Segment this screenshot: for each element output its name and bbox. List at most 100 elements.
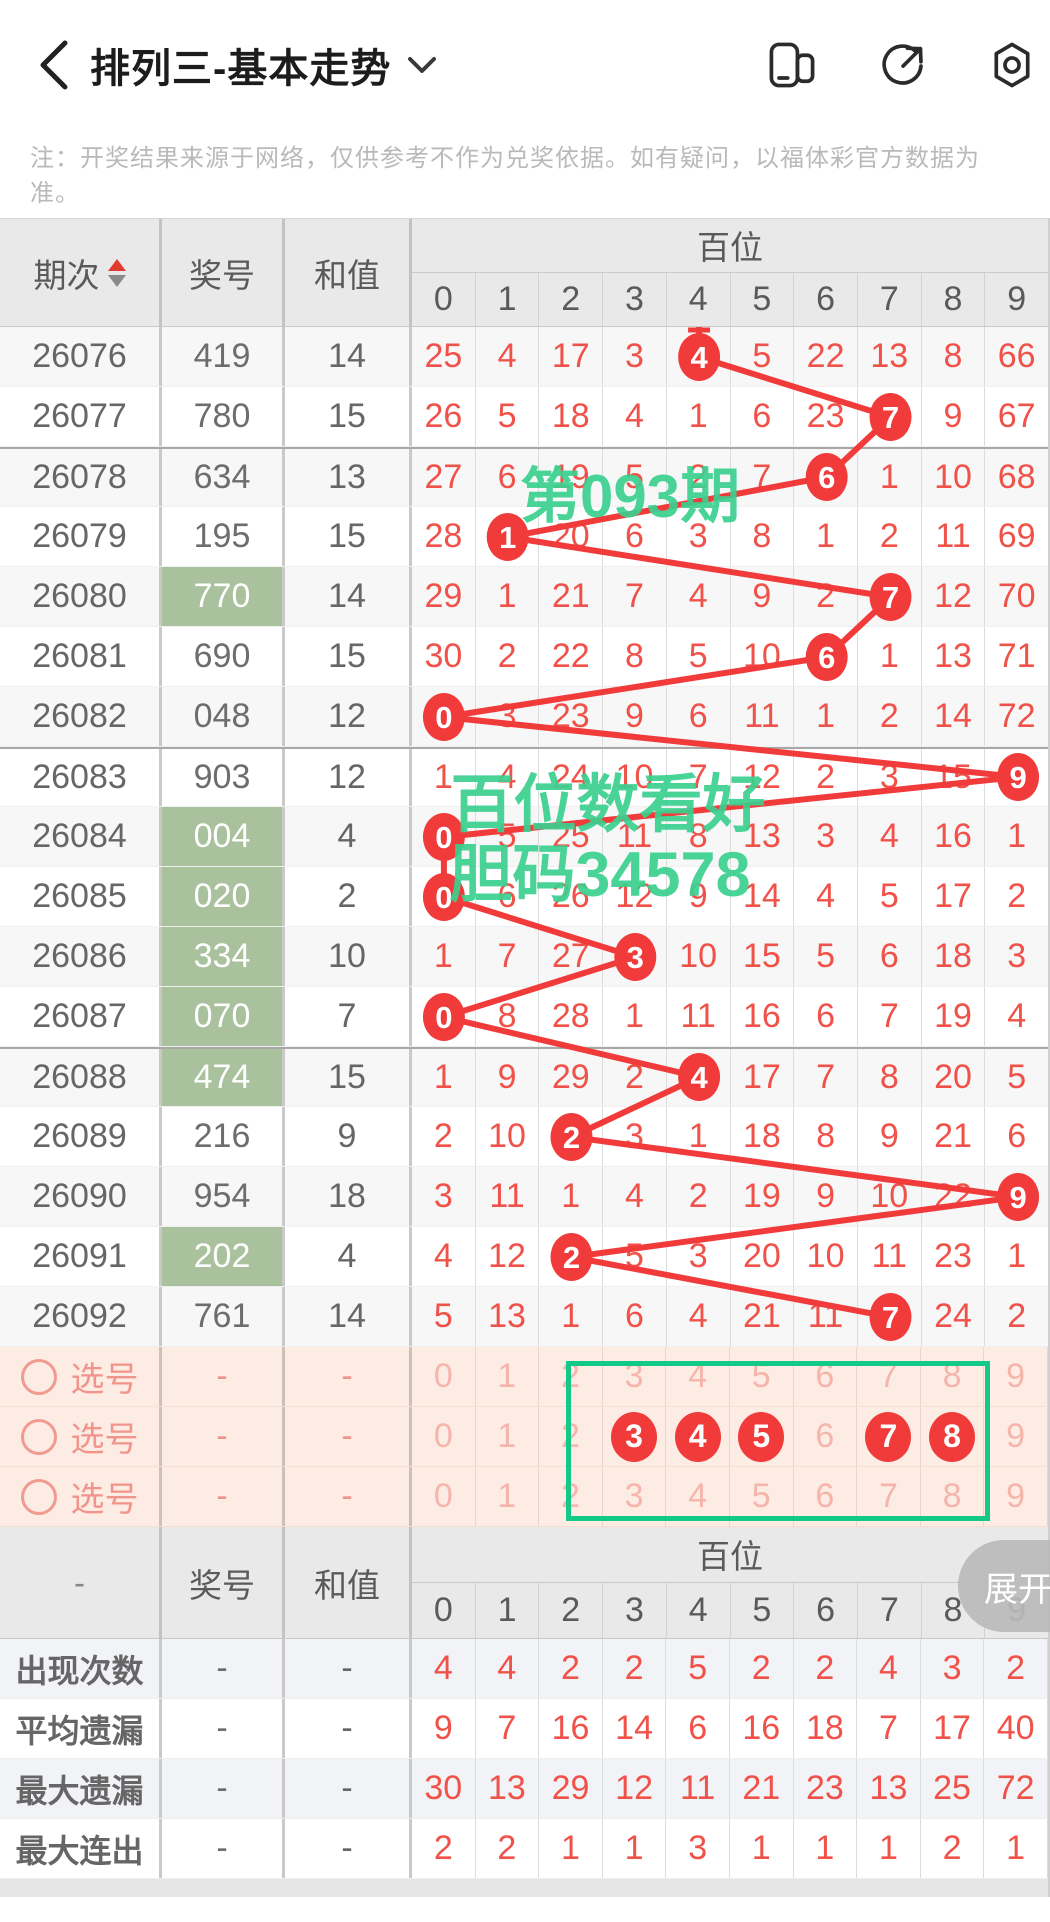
- digit-cell: 5: [731, 327, 795, 386]
- selection-digit-cell[interactable]: 6: [794, 1467, 858, 1526]
- digit-cell: 8: [922, 327, 986, 386]
- digit-cell: 4: [603, 387, 667, 446]
- selection-digit-cell[interactable]: 8: [921, 1347, 985, 1406]
- selection-digit-cell[interactable]: 7: [857, 1407, 921, 1466]
- selection-digit-cell[interactable]: 2: [539, 1347, 603, 1406]
- selection-digit-cell[interactable]: 6: [794, 1407, 858, 1466]
- digit-header[interactable]: 1: [476, 272, 540, 326]
- stats-dash: -: [285, 1639, 412, 1698]
- selection-label-cell[interactable]: 选号: [0, 1467, 162, 1526]
- digit-cell: 19: [539, 449, 604, 506]
- stats-value-cell: 2: [794, 1639, 858, 1698]
- selected-digit-circle[interactable]: 7: [865, 1411, 912, 1462]
- period-cell: 26087: [0, 987, 162, 1046]
- selection-digit-cell[interactable]: 4: [666, 1467, 730, 1526]
- title-dropdown[interactable]: 排列三-基本走势: [90, 36, 439, 94]
- selected-digit-circle[interactable]: 4: [674, 1411, 721, 1462]
- selection-digit-cell[interactable]: 9: [984, 1407, 1048, 1466]
- share-button[interactable]: [876, 39, 928, 91]
- digit-cell: 1: [858, 449, 922, 506]
- selection-digit-cell[interactable]: 7: [857, 1467, 921, 1526]
- selection-digit-cell[interactable]: 9: [984, 1467, 1048, 1526]
- digit-cell: 2: [794, 749, 858, 806]
- split-screen-button[interactable]: [766, 39, 818, 91]
- digit-cell: 8: [603, 627, 667, 686]
- selection-digit-cell[interactable]: 4: [666, 1407, 730, 1466]
- selection-digit-cell[interactable]: 1: [476, 1407, 540, 1466]
- selection-ring-icon[interactable]: [20, 1418, 57, 1455]
- selection-digit-cell[interactable]: 3: [603, 1407, 667, 1466]
- stats-value-cell: 2: [921, 1819, 985, 1878]
- selected-digit-circle[interactable]: 5: [738, 1411, 785, 1462]
- selection-digit-cell[interactable]: 0: [412, 1407, 476, 1466]
- digit-header[interactable]: 8: [922, 272, 986, 326]
- prize-number-cell: 070: [162, 987, 285, 1046]
- digit-cell: 8: [667, 807, 731, 866]
- digit-header[interactable]: 6: [794, 272, 858, 326]
- selection-ring-icon[interactable]: [20, 1478, 57, 1515]
- selection-ring-icon[interactable]: [20, 1358, 57, 1395]
- selection-digit-cell[interactable]: 6: [794, 1347, 858, 1406]
- digit-cell: 22: [539, 627, 604, 686]
- selection-digit-cell[interactable]: 2: [539, 1407, 603, 1466]
- digit-cell: 27: [539, 927, 604, 986]
- selection-label-cell[interactable]: 选号: [0, 1347, 162, 1406]
- settings-button[interactable]: [986, 39, 1038, 91]
- digit-header[interactable]: 4: [667, 272, 731, 326]
- stats-header-sum: 和值: [285, 1527, 412, 1638]
- digit-header[interactable]: 9: [1007, 279, 1027, 318]
- selection-row[interactable]: 选号 - -0 1 2 3 4 5 6 7 8 9: [0, 1407, 1048, 1467]
- digit-header[interactable]: 7: [858, 272, 922, 326]
- sum-cell: 7: [285, 987, 412, 1046]
- selection-digit-cell[interactable]: 5: [730, 1347, 794, 1406]
- expand-button[interactable]: 展开: [958, 1540, 1050, 1632]
- digit-header[interactable]: 0: [412, 272, 476, 326]
- selection-digit-cell[interactable]: 4: [666, 1347, 730, 1406]
- digit-cell: 6: [476, 867, 540, 926]
- table-row: 26081 690 15 30 2 22 8 5 10 1 13 71: [0, 627, 1048, 687]
- digit-cell: 3: [667, 507, 731, 566]
- selection-digit-cell[interactable]: 8: [921, 1407, 985, 1466]
- selection-digit-cell[interactable]: 1: [476, 1467, 540, 1526]
- digit-cell: 70: [997, 577, 1036, 615]
- selection-label-cell[interactable]: 选号: [0, 1407, 162, 1466]
- selection-digit-cell[interactable]: 5: [730, 1467, 794, 1526]
- selection-sum-cell: -: [285, 1347, 412, 1406]
- sum-cell: 10: [285, 927, 412, 986]
- digit-cell: 3: [858, 749, 922, 806]
- selected-digit-circle[interactable]: 8: [929, 1411, 976, 1462]
- digit-header: 5: [731, 1582, 795, 1638]
- back-button[interactable]: [20, 30, 90, 100]
- selection-row[interactable]: 选号 - -0 1 2 3 4 5 6 7 8 9: [0, 1347, 1048, 1407]
- selection-digit-cell[interactable]: 3: [603, 1467, 667, 1526]
- selection-digit-cell[interactable]: 7: [857, 1347, 921, 1406]
- stats-dash: -: [285, 1819, 412, 1878]
- table-row: 26083 903 12 1 4 24 10 7 12 2 3 15: [0, 747, 1048, 807]
- selection-digit-cell[interactable]: 9: [984, 1347, 1048, 1406]
- digit-cell: 13: [731, 807, 795, 866]
- digit-cell: 20: [731, 1227, 795, 1286]
- digit-cell: 24: [922, 1287, 986, 1346]
- column-header-period[interactable]: 期次: [0, 219, 162, 326]
- selection-digit-cell[interactable]: 2: [539, 1467, 603, 1526]
- selection-row[interactable]: 选号 - -0 1 2 3 4 5 6 7 8 9: [0, 1467, 1048, 1527]
- digit-header[interactable]: 3: [603, 272, 667, 326]
- selection-digit-cell[interactable]: 3: [603, 1347, 667, 1406]
- share-icon: [882, 44, 923, 85]
- selected-digit-circle[interactable]: 3: [611, 1411, 658, 1462]
- digit-cell: [476, 507, 540, 566]
- digit-cell: 7: [731, 449, 795, 506]
- stats-label: 平均遗漏: [0, 1699, 162, 1758]
- digit-cell: 19: [731, 1167, 795, 1226]
- selection-digit-cell[interactable]: 5: [730, 1407, 794, 1466]
- digit-cell: 4: [1007, 997, 1027, 1035]
- digit-header[interactable]: 2: [539, 272, 604, 326]
- stats-value-cell: 2: [730, 1639, 794, 1698]
- selection-digit-cell[interactable]: 1: [476, 1347, 540, 1406]
- digit-cell: 3: [667, 1227, 731, 1286]
- selection-digit-cell[interactable]: 0: [412, 1347, 476, 1406]
- digit-header[interactable]: 5: [731, 272, 795, 326]
- selection-digit-cell[interactable]: 0: [412, 1467, 476, 1526]
- selection-digit-cell[interactable]: 8: [921, 1467, 985, 1526]
